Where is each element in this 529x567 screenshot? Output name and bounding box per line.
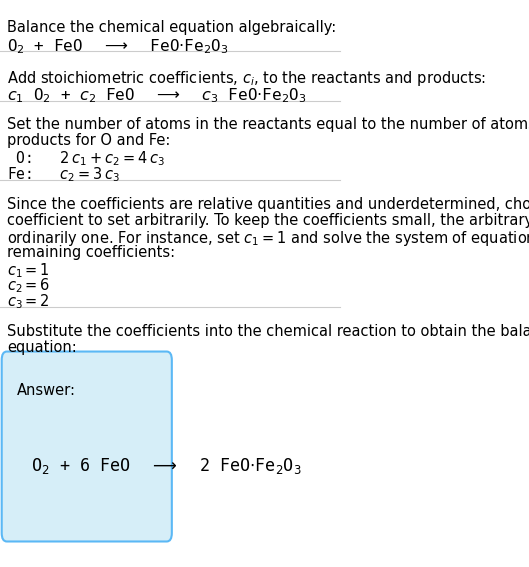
Text: O$_2$ + FeO  $\longrightarrow$  FeO$\cdot$Fe$_2$O$_3$: O$_2$ + FeO $\longrightarrow$ FeO$\cdot$… (7, 37, 229, 56)
Text: Balance the chemical equation algebraically:: Balance the chemical equation algebraica… (7, 20, 336, 35)
Text: O$_2$ + 6 FeO  $\longrightarrow$  2 FeO$\cdot$Fe$_2$O$_3$: O$_2$ + 6 FeO $\longrightarrow$ 2 FeO$\c… (31, 456, 301, 476)
FancyBboxPatch shape (2, 352, 172, 541)
Text: ordinarily one. For instance, set $c_1 = 1$ and solve the system of equations fo: ordinarily one. For instance, set $c_1 =… (7, 229, 529, 248)
Text: equation:: equation: (7, 340, 77, 355)
Text: $c_1 = 1$: $c_1 = 1$ (7, 261, 50, 280)
Text: Substitute the coefficients into the chemical reaction to obtain the balanced: Substitute the coefficients into the che… (7, 324, 529, 339)
Text: O:   $2\,c_1 + c_2 = 4\,c_3$: O: $2\,c_1 + c_2 = 4\,c_3$ (7, 149, 165, 168)
Text: $c_2 = 6$: $c_2 = 6$ (7, 277, 50, 295)
Text: Add stoichiometric coefficients, $c_i$, to the reactants and products:: Add stoichiometric coefficients, $c_i$, … (7, 69, 486, 88)
Text: Fe:   $c_2 = 3\,c_3$: Fe: $c_2 = 3\,c_3$ (7, 165, 120, 184)
Text: Set the number of atoms in the reactants equal to the number of atoms in the: Set the number of atoms in the reactants… (7, 117, 529, 132)
Text: $c_1$ O$_2$ + $c_2$ FeO  $\longrightarrow$  $c_3$ FeO$\cdot$Fe$_2$O$_3$: $c_1$ O$_2$ + $c_2$ FeO $\longrightarrow… (7, 86, 307, 105)
Text: coefficient to set arbitrarily. To keep the coefficients small, the arbitrary va: coefficient to set arbitrarily. To keep … (7, 213, 529, 228)
Text: $c_3 = 2$: $c_3 = 2$ (7, 293, 50, 311)
Text: Answer:: Answer: (17, 383, 76, 397)
Text: Since the coefficients are relative quantities and underdetermined, choose a: Since the coefficients are relative quan… (7, 197, 529, 212)
Text: products for O and Fe:: products for O and Fe: (7, 133, 170, 148)
Text: remaining coefficients:: remaining coefficients: (7, 245, 175, 260)
